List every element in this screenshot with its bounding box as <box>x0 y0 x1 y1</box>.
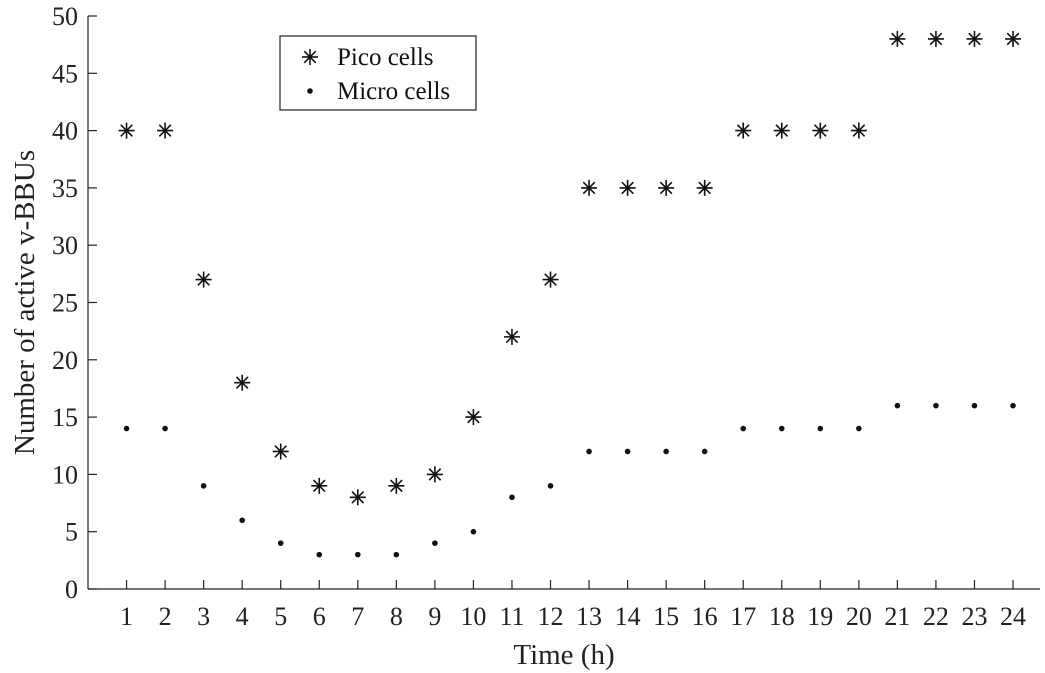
pico-cells-point <box>773 122 790 139</box>
pico-cells-point <box>157 122 174 139</box>
y-tick-label: 30 <box>52 231 78 260</box>
micro-cells-point <box>740 425 747 432</box>
x-tick-label: 8 <box>390 602 403 631</box>
pico-cells-point <box>735 122 752 139</box>
legend-box <box>279 35 477 111</box>
y-tick-label: 0 <box>65 575 78 604</box>
x-tick-label: 6 <box>313 602 326 631</box>
y-tick-label: 20 <box>52 346 78 375</box>
x-axis-label: Time (h) <box>513 639 614 671</box>
micro-cells-point <box>933 402 939 409</box>
micro-cells-point <box>1010 402 1016 409</box>
micro-cells-point <box>354 551 361 558</box>
x-tick-label: 3 <box>197 602 210 631</box>
micro-cells-point <box>547 483 554 489</box>
x-tick-label: 23 <box>961 602 987 631</box>
pico-cells-point <box>272 443 289 460</box>
pico-cells-point <box>619 179 636 196</box>
micro-cells-point <box>624 448 631 455</box>
micro-cells-point <box>701 448 708 455</box>
micro-cells-point <box>586 448 592 455</box>
y-tick-label: 5 <box>65 518 78 547</box>
micro-cells-point <box>663 448 669 455</box>
pico-cells-point <box>812 122 829 139</box>
x-tick-label: 12 <box>538 602 564 631</box>
x-tick-label: 15 <box>653 602 679 631</box>
x-tick-label: 19 <box>807 602 833 631</box>
pico-cells-point <box>349 489 366 506</box>
pico-cells-point <box>658 179 675 196</box>
legend: Pico cells Micro cells <box>279 35 477 111</box>
legend-marker-micro <box>307 88 313 94</box>
pico-cells-point <box>696 179 713 196</box>
x-tick-label: 18 <box>769 602 795 631</box>
x-tick-label: 17 <box>730 602 756 631</box>
x-tick-label: 5 <box>274 602 287 631</box>
x-tick-label: 13 <box>576 602 602 631</box>
legend-marker-pico <box>302 49 318 65</box>
micro-cells-point <box>509 494 515 501</box>
x-tick-label: 24 <box>1000 602 1026 631</box>
micro-cells-point <box>200 483 207 489</box>
pico-cells-point <box>426 466 443 483</box>
pico-cells-point <box>581 179 598 196</box>
x-tick-label: 2 <box>159 602 172 631</box>
micro-cells-point <box>123 425 130 432</box>
pico-cells-point <box>889 30 906 47</box>
x-tick-label: 21 <box>884 602 910 631</box>
micro-cells-point <box>393 551 400 558</box>
y-tick-label: 10 <box>52 460 78 489</box>
x-tick-label: 14 <box>615 602 641 631</box>
micro-cells-point <box>817 425 824 432</box>
pico-cells-point <box>234 374 251 391</box>
plot-area <box>88 16 1040 589</box>
y-tick-label: 50 <box>52 2 78 31</box>
x-tick-label: 7 <box>351 602 364 631</box>
micro-cells-point <box>316 551 323 558</box>
pico-cells-point <box>966 30 983 47</box>
legend-dot-icon <box>307 88 313 94</box>
y-tick-label: 45 <box>52 59 78 88</box>
y-tick-label: 40 <box>52 117 78 146</box>
x-tick-label: 9 <box>428 602 441 631</box>
pico-cells-point <box>927 30 944 47</box>
pico-cells-point <box>388 477 405 494</box>
pico-cells-point <box>503 328 520 345</box>
x-tick-label: 16 <box>692 602 718 631</box>
micro-cells-point <box>971 402 978 409</box>
micro-cells-point <box>856 425 862 432</box>
micro-cells-point <box>432 540 438 546</box>
pico-cells-point <box>465 409 482 426</box>
micro-cells-point <box>239 517 245 524</box>
micro-cells-point <box>470 528 477 535</box>
pico-cells-point <box>195 271 212 288</box>
y-tick-label: 35 <box>52 174 78 203</box>
pico-cells-point <box>118 122 135 139</box>
y-tick-label: 15 <box>52 403 78 432</box>
x-tick-label: 20 <box>846 602 872 631</box>
legend-label-micro: Micro cells <box>337 78 450 105</box>
y-tick-label: 25 <box>52 289 78 318</box>
micro-cells-point <box>162 425 168 432</box>
x-tick-label: 22 <box>923 602 949 631</box>
pico-cells-point <box>311 477 328 494</box>
legend-label-pico: Pico cells <box>337 44 434 71</box>
legend-asterisk-icon <box>302 49 318 65</box>
pico-cells-point <box>542 271 559 288</box>
micro-cells-point <box>277 540 284 546</box>
micro-cells-point <box>894 402 901 409</box>
pico-cells-point <box>1005 30 1022 47</box>
y-axis-label: Number of active v-BBUs <box>9 150 41 455</box>
pico-cells-point <box>850 122 867 139</box>
x-tick-label: 1 <box>120 602 133 631</box>
x-tick-label: 11 <box>499 602 524 631</box>
micro-cells-point <box>778 425 785 432</box>
data-markers <box>118 30 1022 558</box>
x-tick-label: 4 <box>236 602 249 631</box>
x-tick-label: 10 <box>460 602 486 631</box>
